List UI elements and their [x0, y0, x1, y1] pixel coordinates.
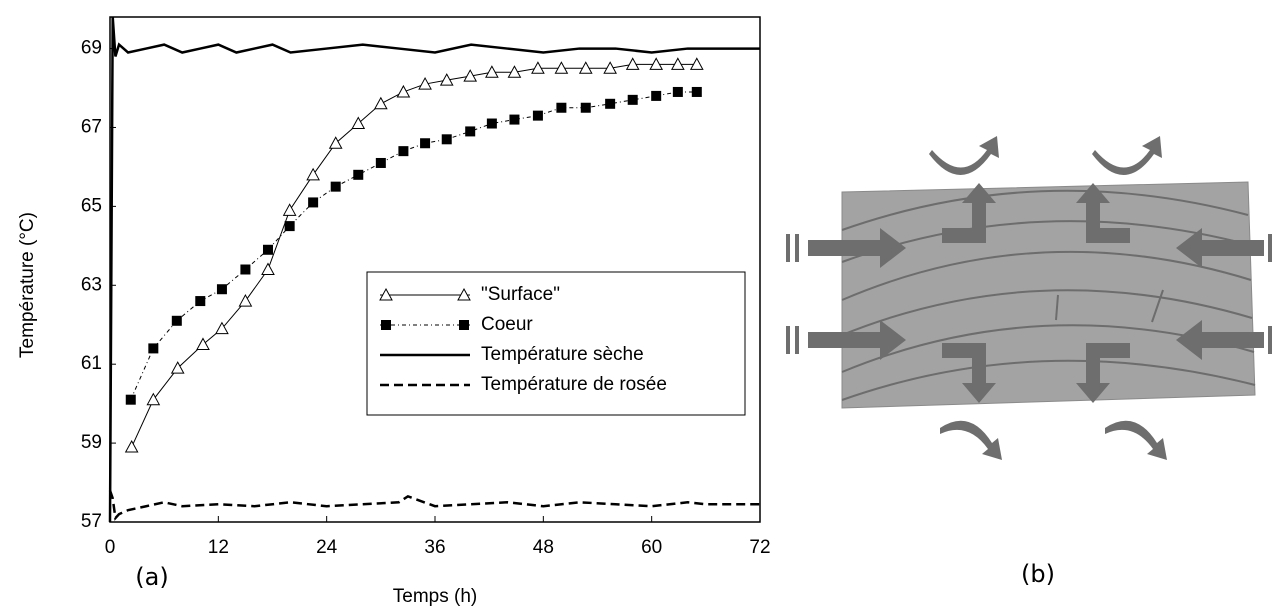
triangle-marker [418, 77, 432, 90]
square-marker [627, 94, 638, 105]
triangle-marker [457, 287, 471, 301]
legend-label: Coeur [481, 314, 533, 335]
x-tick-label: 72 [749, 537, 770, 558]
y-tick-label: 57 [81, 511, 102, 532]
wood-plank [841, 181, 1256, 409]
triangle-marker [379, 287, 393, 301]
square-marker [420, 138, 431, 149]
square-marker [125, 394, 136, 405]
flow-arrows [786, 136, 1272, 460]
square-marker [651, 90, 662, 101]
triangle-marker [439, 73, 454, 86]
triangle-marker [373, 96, 388, 110]
triangle-marker [463, 69, 478, 82]
legend-box [366, 271, 746, 416]
triangle-marker [170, 361, 185, 374]
square-marker [330, 181, 341, 192]
series-line [108, 490, 760, 521]
triangle-marker [215, 321, 229, 335]
panel-label: (b) [1021, 560, 1055, 588]
triangle-marker [282, 203, 297, 216]
square-marker [171, 315, 182, 326]
triangle-marker [124, 439, 139, 453]
square-marker [308, 197, 319, 208]
y-tick-label: 61 [81, 353, 102, 374]
triangle-marker [689, 57, 704, 70]
square-marker [605, 98, 616, 109]
square-marker [240, 264, 251, 275]
wood-diagram [786, 136, 1272, 460]
square-marker [441, 134, 452, 145]
square-marker [398, 146, 409, 157]
triangle-marker [328, 136, 343, 149]
triangle-marker [238, 294, 253, 307]
square-marker [375, 157, 386, 168]
square-marker [262, 244, 273, 255]
square-marker [486, 118, 497, 129]
y-tick-label: 65 [81, 195, 102, 216]
series-line [108, 16, 760, 523]
triangle-marker [396, 84, 411, 98]
square-marker [465, 126, 476, 137]
square-marker [532, 110, 543, 121]
triangle-marker [649, 57, 664, 70]
panel-label: (a) [135, 563, 168, 591]
triangle-marker [603, 61, 617, 74]
triangle-marker [196, 337, 210, 350]
square-marker [353, 169, 364, 180]
square-marker [691, 86, 702, 97]
triangle-marker [507, 65, 522, 78]
y-tick-label: 67 [81, 116, 102, 137]
y-tick-label: 69 [81, 38, 102, 59]
square-marker [556, 102, 567, 113]
x-tick-label: 24 [316, 537, 338, 558]
square-marker [381, 320, 391, 330]
legend-label: Température de rosée [481, 374, 667, 395]
triangle-marker [531, 61, 545, 74]
triangle-marker [351, 116, 366, 130]
legend-label: Température sèche [481, 344, 644, 365]
x-tick-label: 36 [424, 537, 445, 558]
y-tick-label: 59 [81, 432, 102, 453]
square-marker [148, 343, 159, 354]
x-tick-label: 12 [208, 537, 229, 558]
square-marker [216, 284, 227, 295]
square-marker [195, 296, 206, 307]
legend-label: "Surface" [481, 284, 560, 305]
square-marker [580, 102, 591, 113]
x-tick-label: 48 [533, 537, 554, 558]
x-tick-label: 60 [641, 537, 662, 558]
triangle-marker [578, 61, 593, 74]
square-marker [509, 114, 520, 125]
x-axis-label: Temps (h) [393, 586, 477, 607]
square-marker [459, 320, 469, 330]
y-tick-label: 63 [81, 274, 102, 295]
triangle-marker [554, 61, 569, 74]
square-marker [284, 221, 295, 232]
x-tick-label: 0 [105, 537, 116, 558]
y-axis-label: Température (°C) [17, 212, 38, 358]
triangle-marker [485, 65, 499, 78]
triangle-marker [306, 167, 320, 181]
square-marker [672, 86, 683, 97]
plot-frame [109, 16, 761, 523]
triangle-marker [671, 57, 685, 70]
triangle-marker [146, 392, 161, 406]
series-line [131, 63, 697, 448]
triangle-marker [625, 57, 640, 70]
triangle-marker [261, 262, 275, 275]
legend: "Surface" Coeur Température sèche Températu… [366, 271, 746, 416]
